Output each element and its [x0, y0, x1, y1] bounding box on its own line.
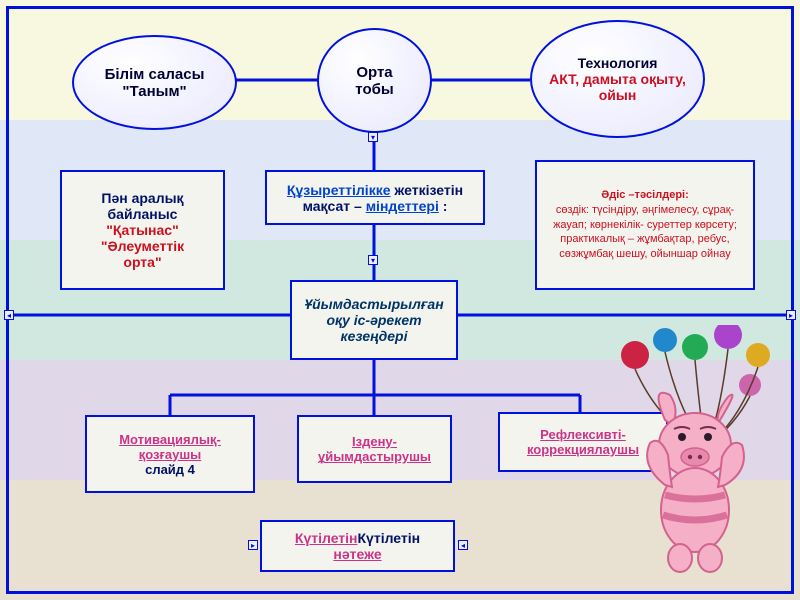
ellipse-field: Білім саласы "Таным": [72, 35, 237, 130]
arrow-marker: ◂: [4, 310, 14, 320]
s1t1: Мотивациялық-: [119, 432, 221, 447]
arrow-marker: ▾: [368, 132, 378, 142]
ellipse-tech: Технология АКТ, дамыта оқыту, ойын: [530, 20, 705, 138]
st-l2: оқу іс-әрекет: [326, 312, 421, 328]
arrow-marker: ◂: [458, 540, 468, 550]
e1-line1: Білім саласы: [105, 66, 205, 83]
bl-l2: байланыс: [108, 206, 178, 222]
e3-line1: Технология: [578, 55, 658, 71]
box-result[interactable]: КүтілетінКүтілетін нәтеже: [260, 520, 455, 572]
goal-t5: :: [443, 198, 448, 214]
ellipse-group: Орта тобы: [317, 28, 432, 133]
bl-l1: Пән аралық: [101, 190, 183, 206]
box-methods: Әдіс –тәсілдері: сөздік: түсіндіру, әңгі…: [535, 160, 755, 290]
bl-l4: "Әлеуметтік: [101, 238, 184, 254]
s2t1: Іздену-: [352, 434, 397, 449]
box-stage2[interactable]: Іздену- ұйымдастырушы: [297, 415, 452, 483]
box-interdisc: Пән аралық байланыс "Қатынас" "Әлеуметті…: [60, 170, 225, 290]
piglet-illustration: [610, 325, 780, 575]
goal-t1: Құзыреттілікке: [287, 182, 391, 198]
st-l1: Ұйымдастырылған: [304, 296, 443, 312]
box-goal[interactable]: Құзыреттілікке жеткізетін мақсат – мінде…: [265, 170, 485, 225]
bl-l3: "Қатынас": [106, 222, 178, 238]
methods-title: Әдіс –тәсілдері:: [601, 189, 689, 201]
goal-t4: міндеттері: [366, 198, 439, 214]
s2t2: ұйымдастырушы: [318, 449, 431, 464]
res-t3: нәтеже: [333, 546, 381, 562]
s1t3: слайд 4: [145, 462, 195, 477]
goal-t2: жеткізетін: [394, 182, 463, 198]
res-t2: Күтілетін: [358, 530, 421, 546]
arrow-marker: ▸: [248, 540, 258, 550]
e2-line2: тобы: [355, 81, 393, 98]
res-t1: Күтілетін: [295, 530, 358, 546]
goal-t3: мақсат –: [303, 198, 362, 214]
bl-l5: орта": [123, 254, 161, 270]
arrow-marker: ▾: [368, 255, 378, 265]
e1-line2: "Таным": [122, 83, 186, 100]
e2-line1: Орта: [356, 64, 392, 81]
s1t2: қозғаушы: [139, 447, 202, 462]
st-l3: кезеңдері: [341, 328, 408, 344]
methods-body: сөздік: түсіндіру, әңгімелесу, сұрақ-жау…: [553, 204, 737, 261]
box-stages: Ұйымдастырылған оқу іс-әрекет кезеңдері: [290, 280, 458, 360]
e3-line2: АКТ, дамыта оқыту, ойын: [549, 71, 686, 103]
box-stage1[interactable]: Мотивациялық- қозғаушы слайд 4: [85, 415, 255, 493]
arrow-marker: ▸: [786, 310, 796, 320]
